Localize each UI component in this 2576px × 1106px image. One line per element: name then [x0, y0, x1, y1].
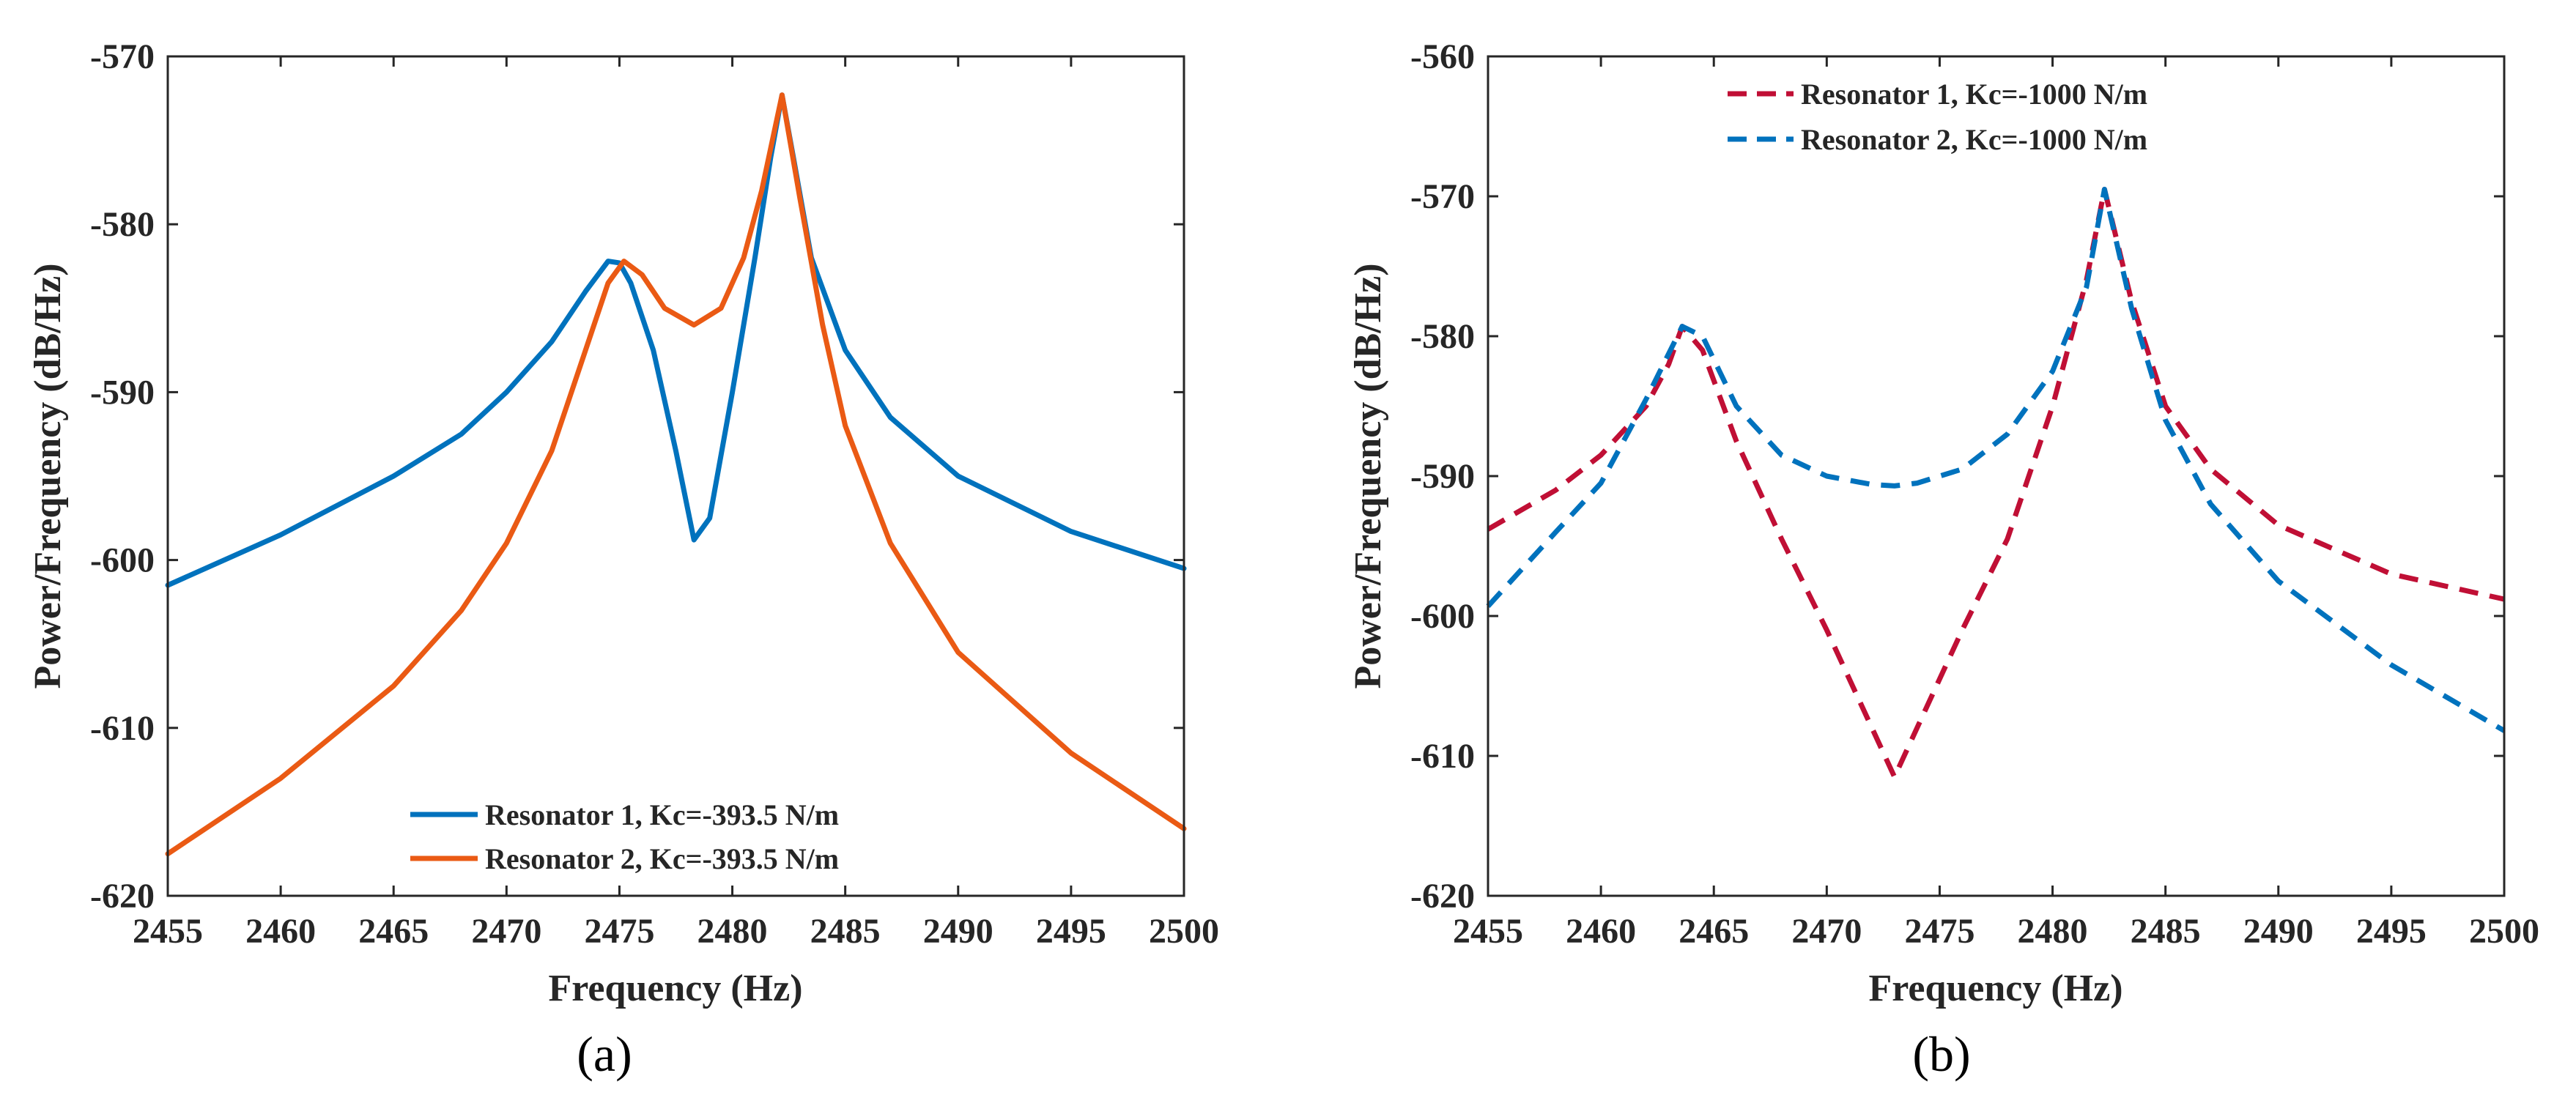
- x-tick-label: 2465: [1679, 912, 1749, 951]
- panel-tag-a: (a): [577, 1026, 632, 1082]
- y-tick-label: -620: [1410, 877, 1475, 916]
- x-tick-label: 2500: [1149, 912, 1219, 951]
- legend-label-resonator-1-a: Resonator 1, Kc=-393.5 N/m: [485, 798, 839, 831]
- x-tick-label: 2455: [1453, 912, 1523, 951]
- y-tick-label: -560: [1410, 37, 1475, 76]
- x-tick-label: 2485: [2131, 912, 2201, 951]
- axes-box-b: [1487, 55, 2506, 897]
- x-tick-label: 2470: [471, 912, 541, 951]
- legend-b: Resonator 1, Kc=-1000 N/m Resonator 2, K…: [1719, 67, 2276, 166]
- y-tick-label: -580: [90, 205, 155, 244]
- y-ticks-a: -620 -610 -600 -590 -580 -570: [90, 37, 1184, 916]
- y-tick-label: -580: [1410, 317, 1475, 356]
- x-tick-label: 2455: [133, 912, 203, 951]
- y-tick-label: -600: [90, 541, 155, 580]
- x-tick-label: 2490: [923, 912, 993, 951]
- series-line-resonator-1-b: [1487, 187, 2505, 780]
- y-tick-label: -590: [90, 373, 155, 412]
- y-tick-label: -620: [90, 877, 155, 916]
- panel-tag-b: (b): [1912, 1026, 1970, 1082]
- panel-b: 2455 2460 2465 2470 2475 2480 2485 2490 2495 2500…: [1347, 37, 2539, 1082]
- x-tick-label: 2485: [810, 912, 881, 951]
- x-tick-label: 2490: [2243, 912, 2314, 951]
- x-tick-label: 2470: [1791, 912, 1862, 951]
- legend-a: Resonator 1, Kc=-393.5 N/m Resonator 2, …: [401, 790, 966, 885]
- x-tick-label: 2480: [697, 912, 768, 951]
- series-line-resonator-2-b: [1486, 187, 2506, 733]
- series-line-resonator-2-a: [165, 92, 1187, 857]
- legend-box-a: [401, 790, 966, 885]
- x-tick-label: 2460: [1566, 912, 1636, 951]
- y-tick-label: -570: [90, 37, 155, 76]
- x-tick-label: 2460: [245, 912, 316, 951]
- x-axis-label-b: Frequency (Hz): [1868, 968, 2122, 1009]
- x-tick-label: 2495: [1036, 912, 1106, 951]
- axes-box-a: [166, 55, 1185, 897]
- x-tick-label: 2465: [358, 912, 429, 951]
- panel-a: 2455 2460 2465 2470 2475 2480 2485 2490 2495 2500…: [27, 37, 1219, 1082]
- y-tick-label: -570: [1410, 177, 1475, 216]
- x-tick-label: 2500: [2469, 912, 2539, 951]
- y-axis-label-b: Power/Frequency (dB/Hz): [1347, 263, 1389, 689]
- x-tick-label: 2495: [2356, 912, 2427, 951]
- y-axis-label-a: Power/Frequency (dB/Hz): [27, 263, 69, 689]
- y-tick-label: -590: [1410, 457, 1475, 496]
- series-line-resonator-1-a: [165, 92, 1187, 588]
- y-tick-label: -610: [90, 709, 155, 748]
- x-ticks-a: 2455 2460 2465 2470 2475 2480 2485 2490 2495 2500: [133, 56, 1219, 951]
- x-axis-label-a: Frequency (Hz): [548, 968, 802, 1009]
- y-ticks-b: -620 -610 -600 -590 -580 -570 -560: [1410, 37, 2504, 916]
- y-tick-label: -600: [1410, 597, 1475, 636]
- legend-label-resonator-2-b: Resonator 2, Kc=-1000 N/m: [1801, 123, 2147, 156]
- x-tick-label: 2475: [584, 912, 654, 951]
- plot-area-b: [1486, 187, 2506, 780]
- x-tick-label: 2480: [2018, 912, 2088, 951]
- legend-box-b: [1719, 67, 2276, 166]
- x-ticks-b: 2455 2460 2465 2470 2475 2480 2485 2490 2495 2500: [1453, 56, 2539, 951]
- legend-label-resonator-1-b: Resonator 1, Kc=-1000 N/m: [1801, 78, 2147, 111]
- legend-label-resonator-2-a: Resonator 2, Kc=-393.5 N/m: [485, 842, 839, 875]
- y-tick-label: -610: [1410, 737, 1475, 776]
- x-tick-label: 2475: [1904, 912, 1974, 951]
- plot-area-a: [165, 92, 1187, 857]
